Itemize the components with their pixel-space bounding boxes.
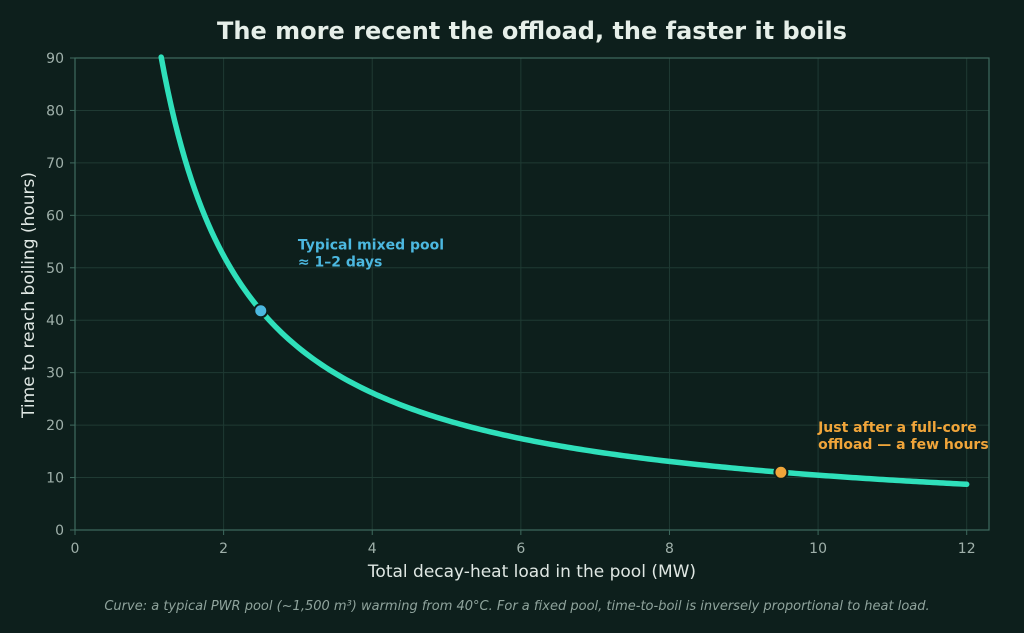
series-line bbox=[158, 54, 970, 488]
annotation-line: Typical mixed pool bbox=[298, 238, 444, 254]
y-tick-labels: 0 10 20 30 40 50 60 70 80 90 bbox=[46, 51, 75, 539]
y-tick-label: 0 bbox=[55, 523, 64, 539]
y-tick-label: 20 bbox=[46, 418, 64, 434]
highlight-points bbox=[253, 303, 789, 480]
x-axis-label: Total decay-heat load in the pool (MW) bbox=[367, 562, 696, 582]
y-tick-label: 90 bbox=[46, 51, 64, 67]
highlight-point bbox=[773, 464, 789, 480]
x-tick-label: 8 bbox=[665, 541, 674, 557]
x-tick-label: 6 bbox=[516, 541, 525, 557]
grid-lines bbox=[74, 57, 989, 531]
series-lines bbox=[158, 54, 970, 488]
annotation-text: Typical mixed pool ≈ 1–2 days bbox=[298, 238, 444, 271]
annotation-line: ≈ 1–2 days bbox=[298, 255, 382, 271]
chart-caption: Curve: a typical PWR pool (~1,500 m³) wa… bbox=[104, 599, 929, 614]
annotations: Typical mixed pool ≈ 1–2 days Just after a… bbox=[298, 238, 989, 454]
y-tick-label: 30 bbox=[46, 366, 64, 382]
plot-frame bbox=[74, 57, 990, 531]
y-tick-label: 80 bbox=[46, 103, 64, 119]
y-tick-label: 10 bbox=[46, 471, 64, 487]
y-tick-label: 70 bbox=[46, 156, 64, 172]
x-tick-label: 10 bbox=[809, 541, 827, 557]
y-tick-label: 50 bbox=[46, 261, 64, 277]
x-tick-label: 2 bbox=[219, 541, 228, 557]
x-tick-label: 12 bbox=[958, 541, 976, 557]
x-tick-label: 0 bbox=[71, 541, 80, 557]
annotation-text: Just after a full-core offload — a few ho… bbox=[817, 420, 989, 453]
y-axis-label: Time to reach boiling (hours) bbox=[19, 172, 39, 419]
x-tick-label: 4 bbox=[368, 541, 377, 557]
chart-title: The more recent the offload, the faster … bbox=[217, 17, 847, 45]
x-tick-labels: 0 2 4 6 8 10 12 bbox=[71, 530, 976, 557]
y-tick-label: 40 bbox=[46, 313, 64, 329]
plot-border bbox=[74, 57, 990, 531]
annotation-line: offload — a few hours bbox=[818, 437, 989, 453]
highlight-point bbox=[253, 303, 269, 319]
y-tick-label: 60 bbox=[46, 208, 64, 224]
annotation-line: Just after a full-core bbox=[817, 420, 977, 436]
